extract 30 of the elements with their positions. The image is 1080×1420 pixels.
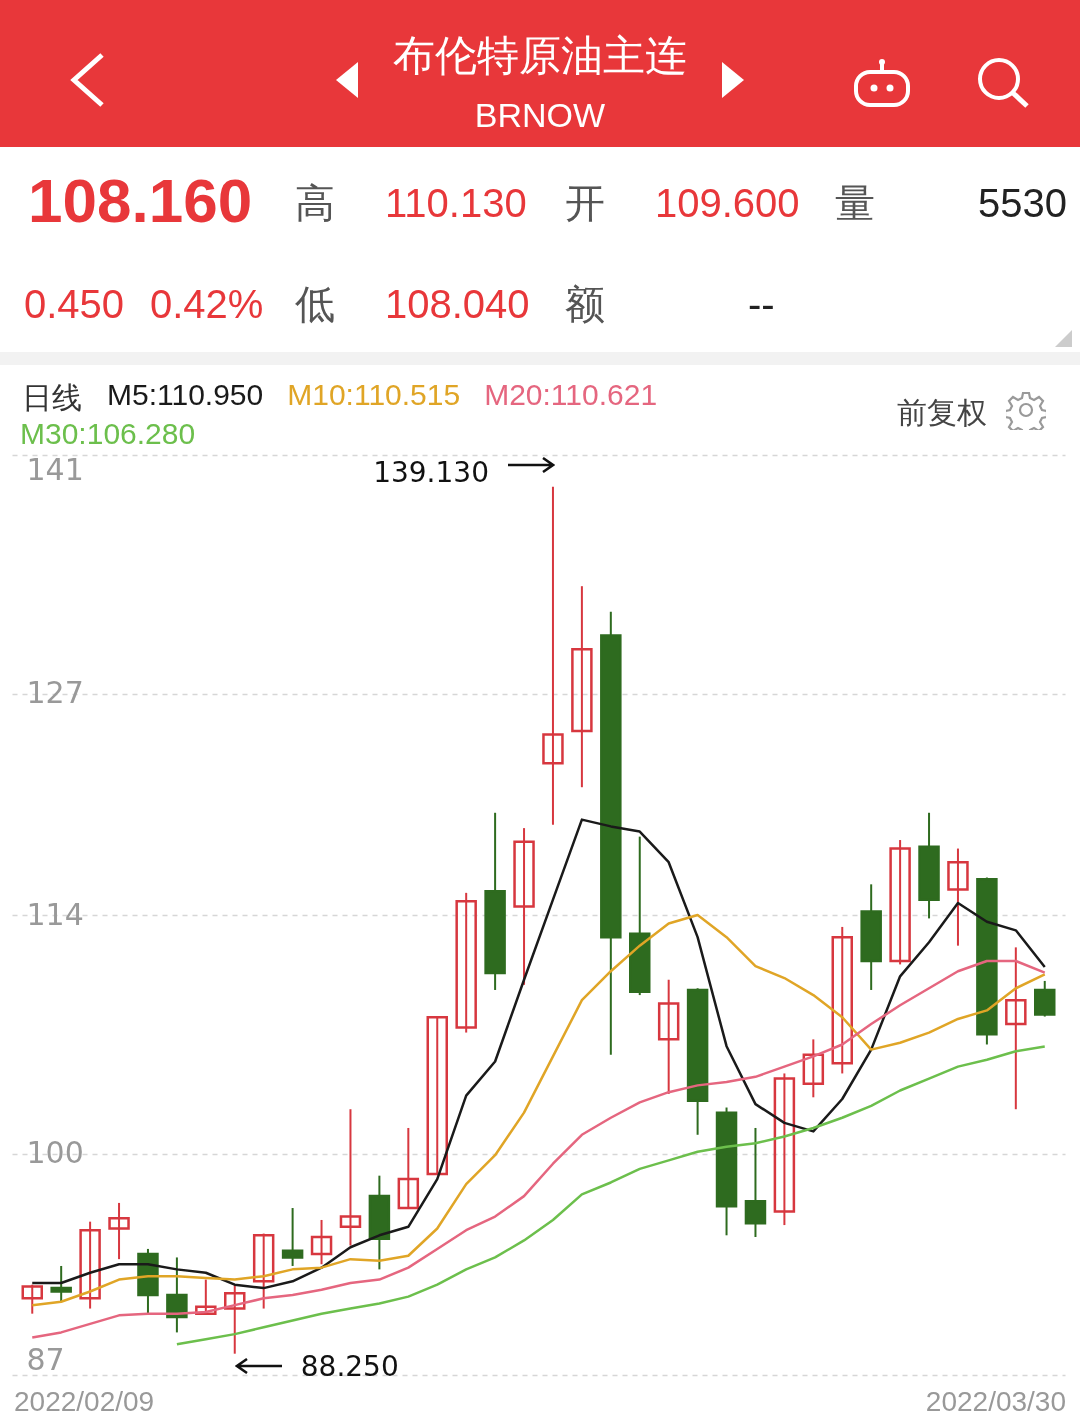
annotation: 88.250	[300, 1349, 399, 1383]
chart-subtitle: BRNOW	[473, 95, 607, 136]
text: 额	[565, 281, 605, 327]
y-tick-label: 100	[26, 1135, 84, 1171]
text: 0.450	[24, 281, 125, 327]
text: 量	[835, 180, 875, 226]
text: 5530	[978, 180, 1067, 226]
text: M10:110.515	[287, 378, 461, 411]
y-tick-label: 141	[26, 451, 84, 487]
text: 108.040	[385, 281, 530, 327]
y-tick-label: 127	[26, 675, 84, 711]
text: M20:110.621	[484, 378, 658, 411]
text: 108.160	[28, 166, 253, 235]
y-tick-label: 114	[26, 896, 84, 932]
annotation: 139.130	[373, 455, 489, 489]
text: 110.130	[385, 180, 527, 226]
text: M5:110.950	[107, 378, 264, 411]
text: 低	[295, 281, 335, 327]
y-tick-label: 87	[26, 1341, 65, 1377]
text: --	[748, 281, 775, 327]
text: 前复权	[897, 395, 987, 431]
chart-title: 布伦特原油主连	[392, 31, 688, 81]
text: 日线	[22, 381, 82, 414]
text: 0.42%	[150, 281, 264, 327]
text: 109.600	[655, 180, 800, 226]
text: 2022/02/09	[14, 1386, 155, 1418]
text: 高	[295, 180, 335, 226]
text: 开	[565, 180, 605, 226]
text: M30:106.280	[20, 416, 196, 452]
text: 2022/03/30	[925, 1386, 1066, 1418]
